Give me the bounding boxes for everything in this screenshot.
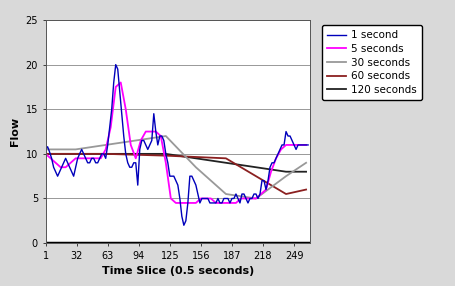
1 second (113, 63, 118, 66)
5 seconds (118, 81, 123, 84)
1 second (125, 161, 130, 164)
30 seconds (103, 143, 108, 147)
5 seconds (203, 197, 208, 200)
120 seconds (163, 152, 168, 156)
30 seconds (163, 134, 168, 138)
120 seconds (283, 170, 288, 173)
60 seconds (43, 152, 48, 156)
1 second (257, 192, 262, 196)
Legend: 1 second, 5 seconds, 30 seconds, 60 seconds, 120 seconds: 1 second, 5 seconds, 30 seconds, 60 seco… (321, 25, 421, 100)
5 seconds (217, 201, 223, 205)
60 seconds (103, 152, 108, 156)
120 seconds (303, 170, 308, 173)
30 seconds (73, 148, 78, 151)
5 seconds (303, 143, 308, 147)
1 second (133, 161, 138, 164)
1 second (181, 224, 186, 227)
30 seconds (193, 166, 198, 169)
60 seconds (283, 192, 288, 196)
1 second (305, 143, 310, 147)
1 second (43, 148, 48, 151)
5 seconds (253, 197, 258, 200)
60 seconds (163, 154, 168, 157)
30 seconds (283, 174, 288, 178)
Line: 60 seconds: 60 seconds (46, 154, 305, 194)
Line: 30 seconds: 30 seconds (46, 136, 305, 198)
Y-axis label: Flow: Flow (10, 117, 20, 146)
30 seconds (303, 161, 308, 164)
Line: 1 second: 1 second (46, 65, 308, 225)
Line: 5 seconds: 5 seconds (46, 82, 305, 203)
1 second (65, 161, 70, 164)
1 second (259, 179, 264, 182)
120 seconds (43, 152, 48, 156)
1 second (75, 157, 80, 160)
X-axis label: Time Slice (0.5 seconds): Time Slice (0.5 seconds) (101, 266, 253, 276)
30 seconds (253, 197, 258, 200)
5 seconds (43, 152, 48, 156)
30 seconds (133, 139, 138, 142)
5 seconds (207, 197, 213, 200)
30 seconds (43, 148, 48, 151)
60 seconds (303, 188, 308, 191)
60 seconds (222, 157, 228, 160)
5 seconds (113, 85, 118, 89)
5 seconds (173, 201, 178, 205)
30 seconds (222, 192, 228, 196)
5 seconds (222, 201, 228, 205)
Line: 120 seconds: 120 seconds (46, 154, 305, 172)
